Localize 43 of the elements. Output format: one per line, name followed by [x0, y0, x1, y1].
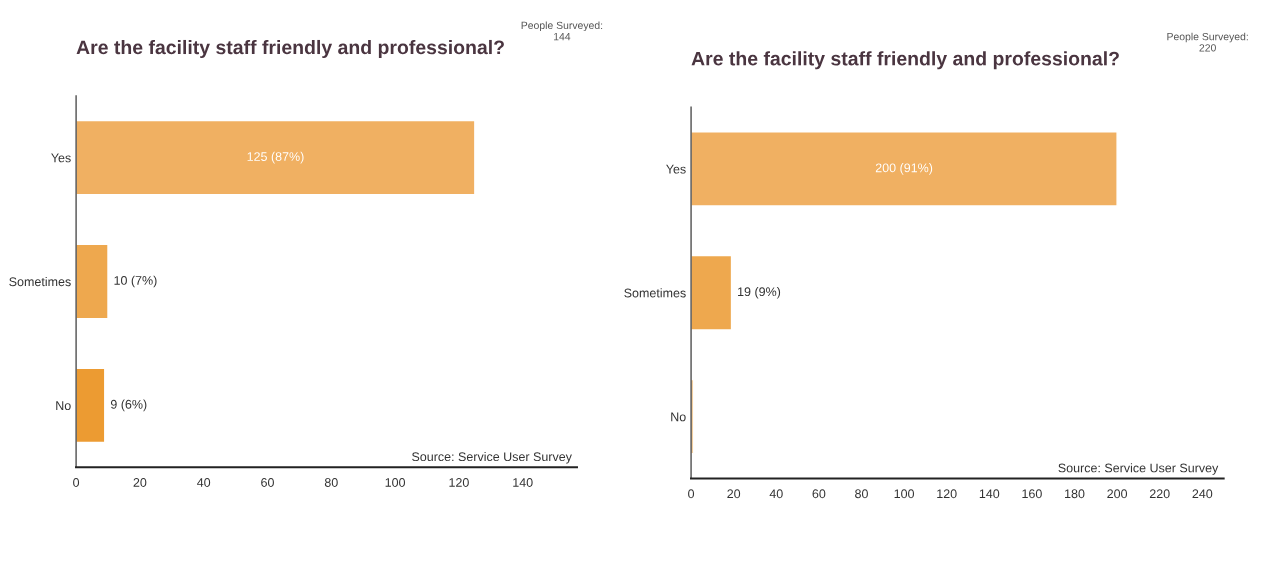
y-tick-label: No	[56, 401, 71, 411]
x-tick-label: 0	[688, 489, 695, 499]
bar	[76, 243, 109, 320]
x-tick-label: 20	[727, 489, 741, 499]
x-tick-label: 100	[894, 489, 915, 499]
y-tick-label: Yes	[666, 164, 686, 174]
bar	[76, 119, 476, 196]
annotation: Source: Service User Survey	[1058, 463, 1219, 475]
x-tick-label: 120	[937, 489, 957, 499]
x-tick-label: 0	[73, 478, 80, 487]
text: People Surveyed: 144	[521, 21, 603, 41]
x-tick-label: 60	[812, 489, 826, 499]
data-label: 19 (9%)	[738, 286, 781, 299]
chart-title: Are the facility staff friendly and professional?	[691, 51, 1119, 70]
y-tick-label: Sometimes	[624, 288, 686, 298]
x-tick-label: 80	[324, 478, 338, 487]
x-tick-label: 160	[1022, 489, 1042, 499]
bar	[76, 367, 106, 444]
x-tick-label: 200	[1107, 489, 1128, 499]
x-tick-label: 180	[1065, 489, 1085, 499]
data-label: 125 (87%)	[247, 151, 304, 164]
y-tick-label: Sometimes	[9, 276, 71, 287]
x-tick-label: 40	[769, 489, 783, 499]
bar	[691, 131, 1118, 207]
x-tick-label: 80	[855, 489, 868, 499]
chart-title: Are the facility staff friendly and professional?	[76, 39, 504, 59]
x-tick-label: 40	[197, 478, 211, 487]
x-tick-label: 100	[385, 478, 406, 487]
data-label: 200 (91%)	[875, 163, 933, 175]
data-label: 9 (6%)	[110, 399, 147, 412]
x-tick-label: 20	[133, 478, 147, 487]
text: People Surveyed: 220	[1167, 32, 1248, 52]
data-label: 10 (7%)	[114, 275, 157, 288]
x-tick-label: 220	[1149, 489, 1170, 499]
y-tick-label: Yes	[51, 153, 71, 163]
x-tick-label: 60	[261, 478, 274, 487]
x-tick-label: 140	[979, 489, 1000, 499]
bar	[691, 254, 733, 331]
x-tick-label: 240	[1192, 489, 1213, 499]
x-tick-label: 140	[513, 478, 533, 487]
annotation: Source: Service User Survey	[412, 451, 572, 464]
y-tick-label: No	[671, 412, 686, 422]
x-tick-label: 120	[449, 478, 469, 487]
